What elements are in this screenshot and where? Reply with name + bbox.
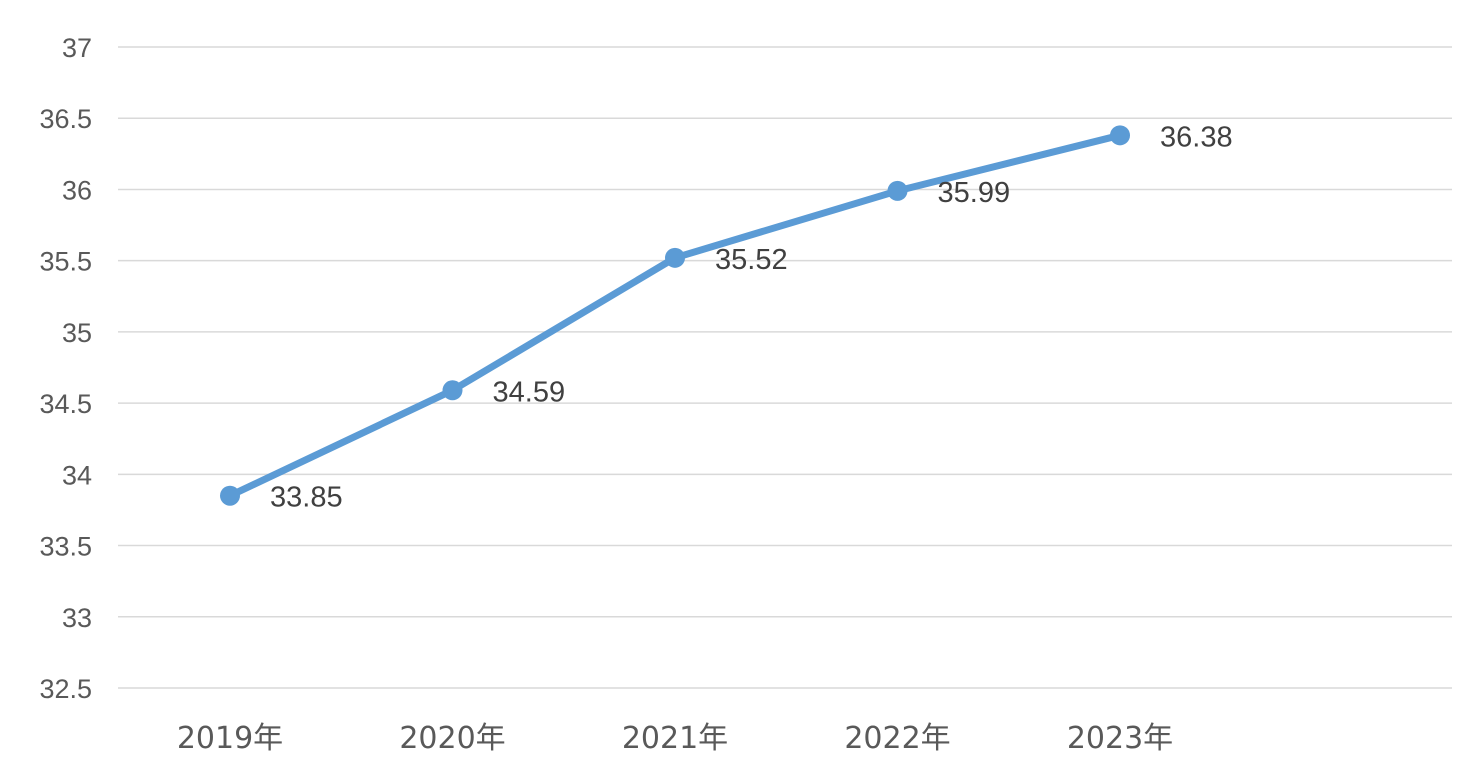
data-labels: 33.85 34.59 35.52 35.99 36.38 xyxy=(270,121,1233,513)
y-tick-label: 35 xyxy=(62,318,92,348)
y-tick-label: 34 xyxy=(62,460,92,490)
y-tick-label: 35.5 xyxy=(39,247,92,277)
data-label: 33.85 xyxy=(270,482,343,514)
x-tick-label: 2023年 xyxy=(1067,721,1173,756)
data-point-marker xyxy=(1110,125,1130,146)
gridlines xyxy=(118,46,1452,689)
y-tick-label: 37 xyxy=(62,33,92,63)
x-tick-label: 2021年 xyxy=(622,721,728,756)
data-point-marker xyxy=(442,380,463,401)
data-label: 35.99 xyxy=(938,177,1011,209)
y-tick-label: 36.5 xyxy=(39,104,92,134)
data-point-marker xyxy=(220,485,240,506)
data-label: 35.52 xyxy=(715,244,788,276)
x-tick-label: 2022年 xyxy=(844,721,950,756)
y-tick-label: 36 xyxy=(62,175,92,205)
data-label: 34.59 xyxy=(493,376,566,408)
x-tick-label: 2020年 xyxy=(399,721,505,756)
y-tick-label: 33 xyxy=(62,603,92,633)
series-layer xyxy=(220,125,1130,506)
data-point-marker xyxy=(665,247,685,268)
x-tick-label: 2019年 xyxy=(177,721,283,756)
y-tick-label: 32.5 xyxy=(39,674,92,704)
y-tick-label: 34.5 xyxy=(39,389,92,419)
y-axis-ticks: 32.5 33 33.5 34 34.5 35 35.5 36 36.5 37 xyxy=(39,33,92,704)
y-tick-label: 33.5 xyxy=(39,532,92,562)
data-label: 36.38 xyxy=(1160,121,1233,153)
data-point-marker xyxy=(887,180,908,201)
x-axis-ticks: 2019年 2020年 2021年 2022年 2023年 xyxy=(177,721,1173,756)
